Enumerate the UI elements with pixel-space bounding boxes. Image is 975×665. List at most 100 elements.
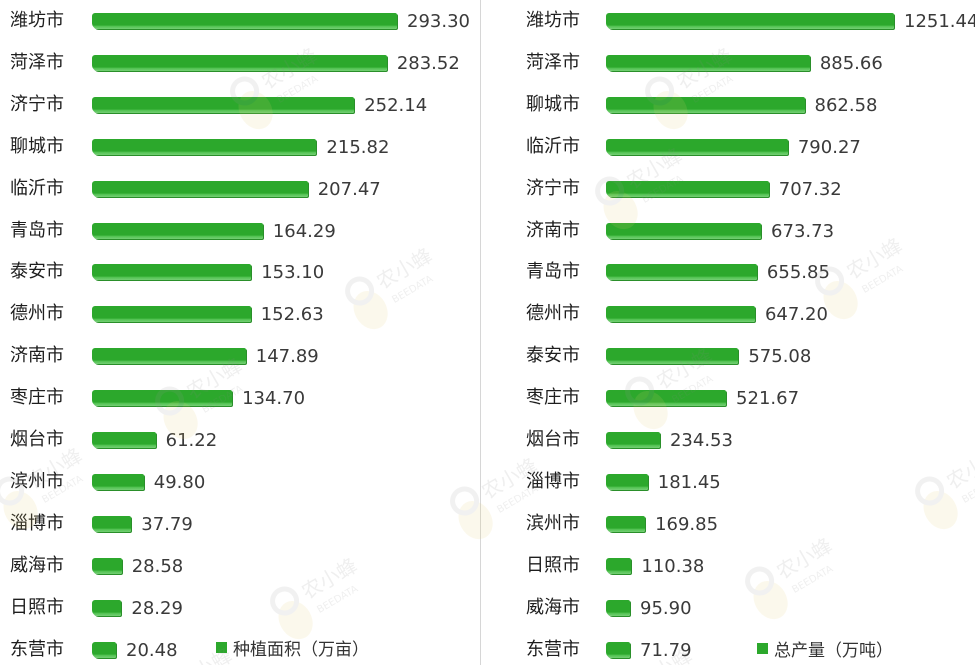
value-label: 28.58 <box>131 555 184 577</box>
value-label: 707.32 <box>778 178 842 200</box>
bar <box>606 515 646 532</box>
bar <box>92 641 116 658</box>
bar-row: 临沂市 207.47 <box>0 168 480 210</box>
bar <box>92 13 397 29</box>
value-label: 37.79 <box>141 513 193 535</box>
bar <box>606 13 894 29</box>
legend: 种植面积（万亩） <box>216 635 369 660</box>
category-label: 烟台市 <box>526 429 580 450</box>
category-label: 聊城市 <box>526 93 580 115</box>
value-label: 95.90 <box>640 597 692 619</box>
value-label: 655.85 <box>766 262 830 284</box>
value-label: 862.58 <box>814 94 878 116</box>
value-label: 293.30 <box>407 11 470 32</box>
bar-row: 滨州市 49.80 <box>0 461 480 503</box>
bar-row: 淄博市 181.45 <box>481 461 975 503</box>
value-label: 1251.44 <box>904 11 975 32</box>
bar-row: 临沂市 790.27 <box>481 126 975 168</box>
category-label: 东营市 <box>526 638 580 660</box>
bar-row: 聊城市 862.58 <box>481 84 975 126</box>
bar-row: 菏泽市 283.52 <box>0 42 480 84</box>
category-label: 德州市 <box>10 303 64 325</box>
category-label: 泰安市 <box>10 261 64 283</box>
legend-swatch-icon <box>216 642 227 653</box>
bar <box>92 348 246 365</box>
value-label: 49.80 <box>153 471 206 493</box>
value-label: 152.63 <box>260 304 324 326</box>
bar-row: 泰安市 575.08 <box>481 335 975 377</box>
bar-row: 泰安市 153.10 <box>0 251 480 293</box>
category-label: 潍坊市 <box>526 10 580 31</box>
bar <box>92 432 156 448</box>
category-label: 潍坊市 <box>10 10 64 31</box>
value-label: 181.45 <box>657 471 721 493</box>
value-label: 283.52 <box>396 52 460 74</box>
bar-row: 济南市 673.73 <box>481 210 975 252</box>
value-label: 134.70 <box>242 388 306 410</box>
bar <box>606 390 727 407</box>
value-label: 28.29 <box>131 597 183 619</box>
category-label: 济宁市 <box>10 93 64 115</box>
bar <box>92 306 251 323</box>
category-label: 日照市 <box>10 596 64 618</box>
value-label: 207.47 <box>317 178 381 200</box>
bar <box>606 348 739 365</box>
value-label: 521.67 <box>736 388 800 410</box>
value-label: 169.85 <box>655 513 719 535</box>
bar <box>606 306 755 323</box>
category-label: 济南市 <box>526 219 580 241</box>
bar <box>606 473 648 490</box>
bar-row: 青岛市 164.29 <box>0 210 480 252</box>
category-label: 青岛市 <box>526 261 580 283</box>
category-label: 威海市 <box>10 554 64 576</box>
category-label: 济南市 <box>10 345 64 367</box>
bar-row: 潍坊市 293.30 <box>0 0 480 42</box>
category-label: 滨州市 <box>10 470 64 492</box>
bar <box>92 515 132 532</box>
bar-row: 德州市 647.20 <box>481 293 975 335</box>
bar-row: 日照市 110.38 <box>481 545 975 587</box>
bar <box>92 599 122 616</box>
value-label: 20.48 <box>126 639 178 661</box>
bar <box>92 96 355 113</box>
value-label: 164.29 <box>272 220 336 242</box>
category-label: 泰安市 <box>526 345 580 367</box>
bar-row: 青岛市 655.85 <box>481 251 975 293</box>
bar-row: 聊城市 215.82 <box>0 126 480 168</box>
legend-swatch-icon <box>757 643 768 654</box>
bar <box>606 54 810 71</box>
category-label: 济宁市 <box>526 177 580 199</box>
bar-row: 菏泽市 885.66 <box>481 42 975 84</box>
total-output-chart: 潍坊市 1251.44 菏泽市 885.66 聊城市 862.58 临沂市 790.27 济宁市… <box>481 0 975 665</box>
legend: 总产量（万吨） <box>757 636 893 661</box>
value-label: 234.53 <box>669 430 733 451</box>
bar <box>606 222 762 239</box>
value-label: 252.14 <box>364 94 428 116</box>
value-label: 647.20 <box>764 304 828 326</box>
category-label: 淄博市 <box>10 512 64 534</box>
bar-row: 淄博市 37.79 <box>0 503 480 545</box>
bar-row: 东营市 71.79 <box>481 629 975 665</box>
category-label: 临沂市 <box>10 177 64 199</box>
bar <box>92 222 263 239</box>
category-label: 日照市 <box>526 554 580 576</box>
bar <box>606 264 757 281</box>
category-label: 枣庄市 <box>526 387 580 409</box>
category-label: 德州市 <box>526 303 580 325</box>
category-label: 烟台市 <box>10 429 64 450</box>
bar-row: 威海市 95.90 <box>481 587 975 629</box>
bar <box>92 557 122 574</box>
bar-row: 烟台市 234.53 <box>481 419 975 461</box>
bar <box>606 138 788 155</box>
bar-row: 滨州市 169.85 <box>481 503 975 545</box>
bar <box>606 599 630 616</box>
bar <box>92 473 144 490</box>
value-label: 790.27 <box>797 136 861 158</box>
category-label: 临沂市 <box>526 135 580 157</box>
bar-row: 济宁市 252.14 <box>0 84 480 126</box>
bar-row: 威海市 28.58 <box>0 545 480 587</box>
value-label: 147.89 <box>255 346 319 368</box>
value-label: 575.08 <box>748 346 812 368</box>
bar-row: 东营市 20.48 <box>0 629 480 665</box>
bar-row: 济南市 147.89 <box>0 335 480 377</box>
